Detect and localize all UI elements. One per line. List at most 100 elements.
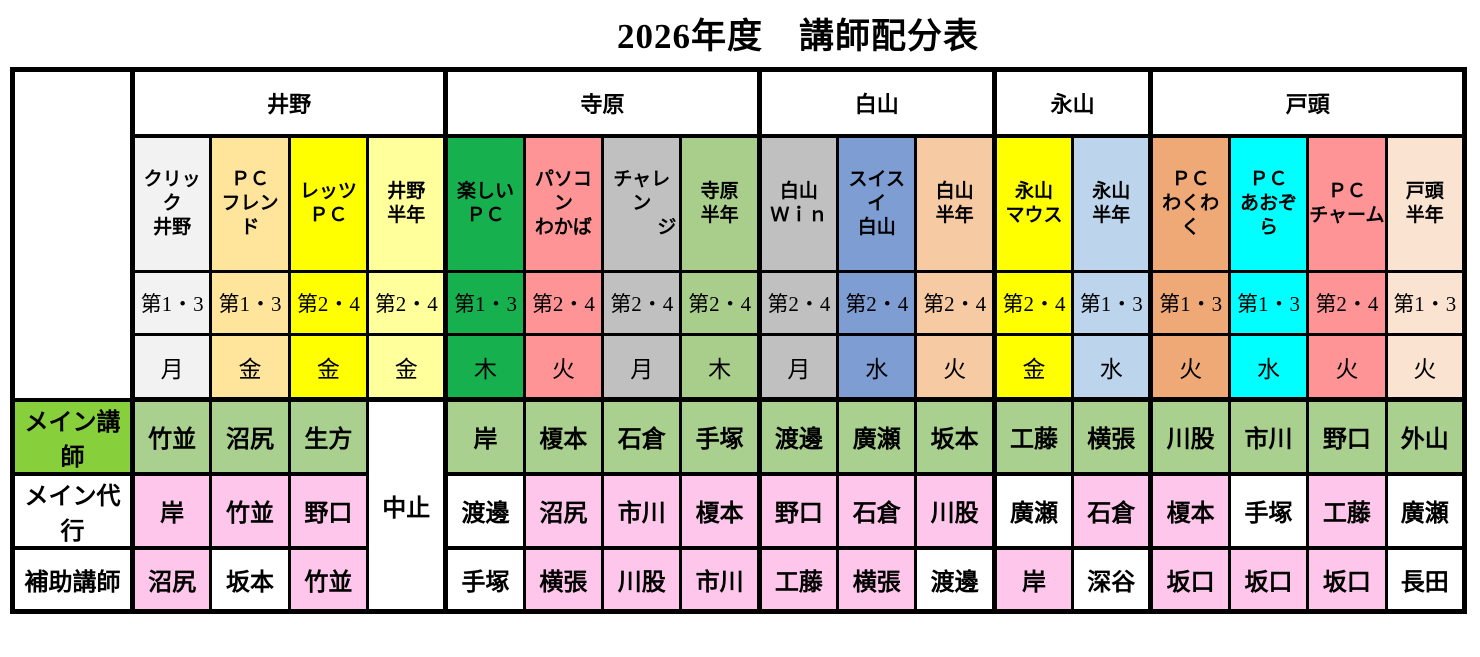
class-name-cell: ＰＣ フレンド [209,134,291,273]
substitute-cell: 野口 [287,471,370,550]
class-name-line: 戸頭 [1405,181,1444,203]
week-cell: 第1・3 [443,270,526,336]
class-name-line: 半年 [387,205,426,226]
main-instructor-cell: 工藤 [991,397,1075,476]
week-cell: 第2・4 [756,270,840,336]
week-cell: 第2・4 [679,270,761,336]
day-cell: 火 [1148,333,1231,402]
week-cell: 第2・4 [914,270,996,336]
assistant-cell: 坂本 [209,545,291,613]
class-name-line: フレンド [221,193,279,238]
main-instructor-cell: 外山 [1384,397,1466,476]
class-name-line: ジ [657,216,677,238]
day-cell: 月 [601,333,683,402]
class-name-line: ＰＣ [1249,169,1288,191]
assistant-row-label: 補助講師 [11,545,134,613]
class-name-line: 寺原 [700,181,739,203]
main-instructor-cell: 川股 [1148,397,1231,476]
day-cell: 月 [756,333,840,402]
class-name-line: わかば [534,216,592,238]
class-name-line: ＰＣ [309,205,348,226]
week-cell: 第2・4 [1306,270,1388,336]
class-name-cell: クリック 井野 [129,134,213,273]
week-cell: 第2・4 [991,270,1075,336]
class-name-line: 白山 [935,181,974,203]
day-cell: 木 [443,333,526,402]
day-cell: 水 [1071,333,1153,402]
day-cell: 火 [522,333,605,402]
class-name-line: 半年 [1405,205,1444,226]
class-name-cell: 寺原 半年 [679,134,761,273]
week-cell: 第1・3 [129,270,213,336]
week-cell: 第1・3 [1071,270,1153,336]
day-cell: 月 [129,333,213,402]
substitute-row-label: メイン代行 [11,471,134,550]
substitute-cell: 廣瀬 [991,471,1075,550]
day-cell: 火 [1384,333,1466,402]
group-header: 白山 [756,68,996,138]
assistant-cell: 深谷 [1071,545,1153,613]
main-instructor-cell: 沼尻 [209,397,291,476]
class-name-line: マウス [1005,205,1063,226]
main-instructor-cell: 岸 [443,397,526,476]
assistant-cell: 坂口 [1306,545,1388,613]
assistant-cell: 横張 [836,545,918,613]
day-cell: 木 [679,333,761,402]
week-cell: 第2・4 [836,270,918,336]
assistant-cell: 渡邊 [914,545,996,613]
class-name-cell: ＰＣ チャーム [1306,134,1388,273]
main-instructor-cell: 市川 [1227,397,1310,476]
class-name-line: 白山 [857,216,896,238]
substitute-cell: 川股 [914,471,996,550]
main-row-label: メイン講師 [11,397,134,476]
substitute-cell: 石倉 [836,471,918,550]
class-name-cell: パソコン わかば [522,134,605,273]
substitute-cell: 手塚 [1227,471,1310,550]
week-cell: 第2・4 [601,270,683,336]
class-name-line: スイスイ [848,169,905,215]
class-name-cell: 白山 半年 [914,134,996,273]
class-name-line: クリック [143,169,201,215]
class-name-line: チャーム [1309,205,1385,226]
main-instructor-cell: 榎本 [522,397,605,476]
instructor-allocation-table: 井野 寺原 白山 永山 戸頭 クリック 井野 ＰＣ フレンド レッツ ＰＣ 井野 半年 楽しい ＰＣ パソコン… [10,67,1467,614]
assistant-cell: 坂口 [1148,545,1231,613]
class-name-line: 井野 [153,216,192,238]
class-name-cell: 永山 半年 [1071,134,1153,273]
assistant-cell: 竹並 [287,545,370,613]
assistant-cell: 手塚 [443,545,526,613]
group-header: 永山 [991,68,1153,138]
day-cell: 水 [1227,333,1310,402]
day-cell: 金 [209,333,291,402]
main-instructor-cell: 生方 [287,397,370,476]
class-name-line: ＰＣ [1171,169,1210,191]
substitute-cell: 榎本 [679,471,761,550]
class-name-line: 永山 [1014,181,1053,203]
class-name-line: チャレン [613,169,671,215]
day-cell: 火 [914,333,996,402]
substitute-cell: 竹並 [209,471,291,550]
class-name-line: ＰＣ [231,169,270,191]
main-instructor-cell: 石倉 [601,397,683,476]
class-name-line: あおぞら [1239,193,1297,238]
substitute-cell: 渡邊 [443,471,526,550]
group-header: 井野 [129,68,448,138]
class-name-cell: 白山 Ｗｉｎ [756,134,840,273]
class-name-cell: 永山 マウス [991,134,1075,273]
class-name-line: 楽しい [457,181,515,203]
group-header: 戸頭 [1148,68,1466,138]
day-cell: 水 [836,333,918,402]
main-instructor-cell: 横張 [1071,397,1153,476]
substitute-cell: 岸 [129,471,213,550]
week-cell: 第1・3 [1148,270,1231,336]
main-instructor-cell: 渡邊 [756,397,840,476]
class-name-line: 永山 [1092,181,1131,203]
assistant-cell: 川股 [601,545,683,613]
main-instructor-cell: 坂本 [914,397,996,476]
assistant-cell: 市川 [679,545,761,613]
main-instructor-cell: 廣瀬 [836,397,918,476]
substitute-cell: 市川 [601,471,683,550]
class-name-line: わくわく [1162,193,1220,238]
class-name-cell: ＰＣ あおぞら [1227,134,1310,273]
week-cell: 第2・4 [522,270,605,336]
